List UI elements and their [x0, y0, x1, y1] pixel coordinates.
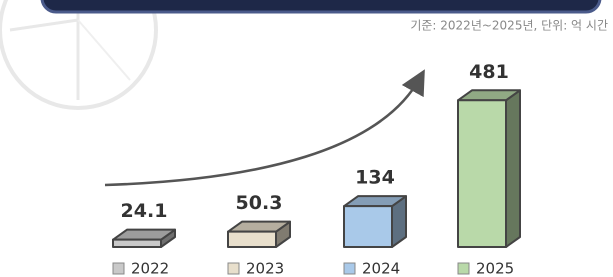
unit-note: 기준: 2022년~2025년, 단위: 억 시간 [410, 19, 608, 33]
legend-swatch [344, 263, 355, 274]
legend-swatch [228, 263, 239, 274]
value-label: 134 [355, 167, 395, 189]
clock-decoration [0, 0, 156, 108]
legend-swatch [458, 263, 469, 274]
bar [113, 230, 175, 247]
bar-side [506, 90, 520, 247]
bar [458, 90, 520, 247]
bar [228, 222, 290, 247]
header-banner [42, 0, 600, 12]
legend-label: 2023 [246, 260, 284, 277]
value-label: 24.1 [121, 200, 168, 222]
legend-label: 2025 [476, 260, 514, 277]
bar-front [228, 232, 276, 247]
value-label: 50.3 [236, 192, 283, 214]
bar-front [458, 100, 506, 247]
bar [344, 196, 406, 247]
chart: 기준: 2022년~2025년, 단위: 억 시간 24.1 2022 50.3 20… [0, 0, 613, 277]
legend-label: 2024 [362, 260, 400, 277]
legend-swatch [113, 263, 124, 274]
bar-front [113, 240, 161, 247]
value-label: 481 [469, 61, 509, 83]
legend-label: 2022 [131, 260, 169, 277]
bar-front [344, 206, 392, 247]
